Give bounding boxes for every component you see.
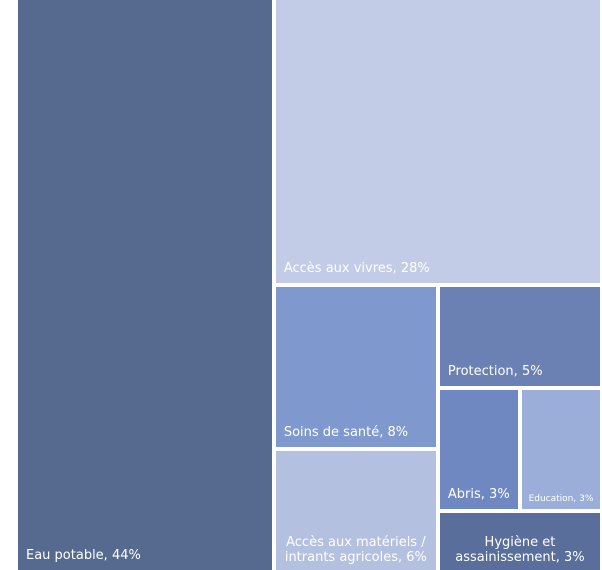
treemap-cell: Accès aux matériels / intrants agricoles… <box>275 451 436 570</box>
cell-label: Accès aux vivres, 28% <box>283 261 430 277</box>
treemap-cell: Eau potable, 44% <box>18 0 272 570</box>
treemap-cell: Protection, 5% <box>439 287 600 386</box>
cell-label: Abris, 3% <box>447 486 510 502</box>
cell-label: Eau potable, 44% <box>26 548 141 564</box>
treemap-cell: Accès aux vivres, 28% <box>275 0 600 283</box>
cell-label: Education, 3% <box>528 493 594 504</box>
cell-label: Soins de santé, 8% <box>283 425 409 441</box>
treemap-cell: Abris, 3% <box>439 389 518 509</box>
cell-label: Accès aux matériels / intrants agricoles… <box>284 534 427 566</box>
treemap-cell: Education, 3% <box>521 389 600 509</box>
treemap-cell: Hygiène et assainissement, 3% <box>439 512 600 570</box>
cell-label: Protection, 5% <box>447 363 543 379</box>
treemap-cell: Soins de santé, 8% <box>275 287 436 447</box>
cell-label: Hygiène et assainissement, 3% <box>455 534 585 566</box>
